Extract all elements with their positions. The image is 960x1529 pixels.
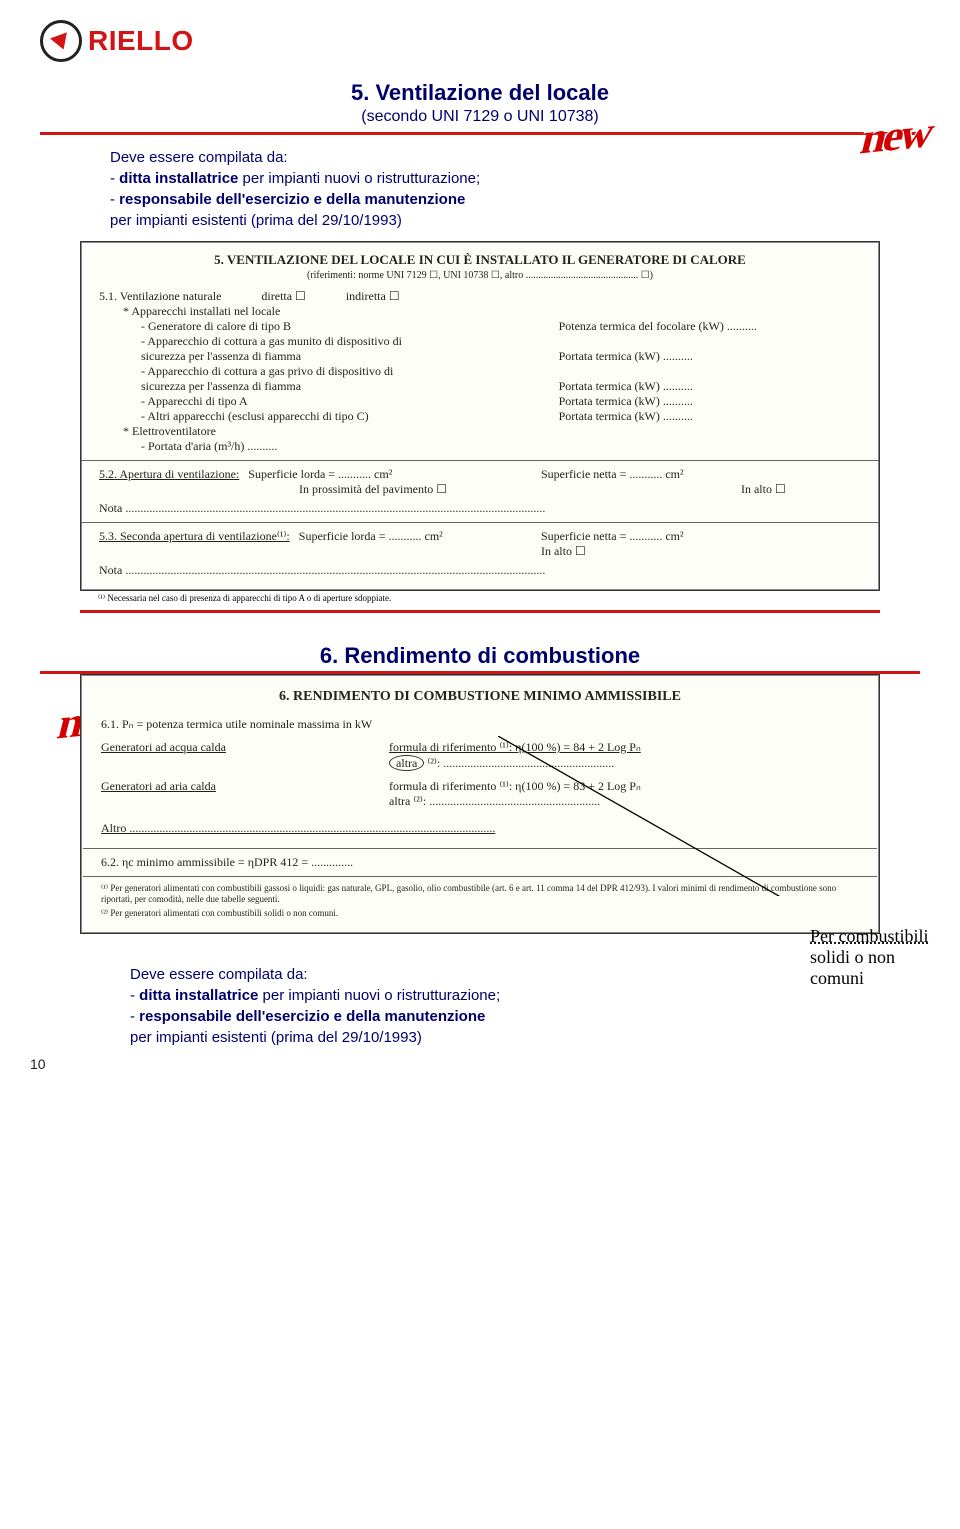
scan5-subref: (riferimenti: norme UNI 7129 ☐, UNI 1073…: [99, 270, 861, 281]
scan-section6-box: 6. RENDIMENTO DI COMBUSTIONE MINIMO AMMI…: [80, 674, 880, 934]
scan6-gen-acqua: Generatori ad acqua calda: [101, 740, 359, 771]
scan6-gen-aria: Generatori ad aria calda: [101, 779, 359, 809]
scan6-62: 6.2. ηc minimo ammissibile = ηDPR 412 = …: [101, 855, 859, 870]
scan5-52-l1: Superficie lorda = ........... cm²: [248, 467, 392, 481]
scan5-item-b2: sicurezza per l'assenza di fiamma: [141, 349, 559, 364]
scan5-item-e-r: Portata termica (kW) ..........: [559, 409, 861, 424]
scan5-51-label: 5.1. Ventilazione naturale: [99, 289, 221, 304]
logo-mark: [40, 20, 82, 62]
scan6-gen-acqua-f1: formula di riferimento ⁽¹⁾: η(100 %) = 8…: [389, 740, 859, 755]
section5-intro: Deve essere compilata da: - ditta instal…: [110, 147, 920, 231]
scan6-foot2: ⁽²⁾ Per generatori alimentati con combus…: [101, 908, 859, 919]
scan6-gen-acqua-f2-circled: altra: [389, 755, 424, 771]
scan5-53-label: 5.3. Seconda apertura di ventilazione⁽¹⁾…: [99, 529, 290, 543]
intro-bullet1: - ditta installatrice per impianti nuovi…: [130, 985, 920, 1006]
scan5-53-l1: Superficie lorda = ........... cm²: [299, 529, 443, 543]
scan5-item-b-r: Portata termica (kW) ..........: [559, 349, 861, 364]
scan6-61: 6.1. Pₙ = potenza termica utile nominale…: [101, 717, 859, 732]
scan6-gen-aria-f2: altra ⁽²⁾: .............................…: [389, 794, 859, 809]
scan5-title: 5. VENTILAZIONE DEL LOCALE IN CUI È INST…: [99, 252, 861, 268]
scan5-51-diretta: diretta ☐: [261, 289, 305, 304]
scan5-item-d-r: Portata termica (kW) ..........: [559, 394, 861, 409]
section5-title: 5. Ventilazione del locale: [40, 80, 920, 106]
scan5-53-r2: In alto ☐: [541, 544, 861, 559]
scan5-51-star: * Apparecchi installati nel locale: [123, 304, 861, 319]
intro-bullet3: per impianti esistenti (prima del 29/10/…: [110, 210, 920, 231]
section6-intro: Deve essere compilata da: - ditta instal…: [130, 964, 920, 1048]
brand-logo: RIELLO: [40, 20, 920, 62]
margin-note-l3: comuni: [810, 968, 960, 989]
scan6-altro: Altro ..................................…: [101, 821, 859, 836]
scan5-item-a-r: Potenza termica del focolare (kW) ......…: [559, 319, 861, 334]
scan5-52-l2: In prossimità del pavimento ☐: [99, 482, 741, 497]
scan5-52-label: 5.2. Apertura di ventilazione:: [99, 467, 239, 481]
divider-line: [80, 610, 880, 613]
scan5-item-c2: sicurezza per l'assenza di fiamma: [141, 379, 559, 394]
intro-bullet2: - responsabile dell'esercizio e della ma…: [110, 189, 920, 210]
margin-note-l1: Per combustibili: [810, 926, 960, 947]
scan5-ev: * Elettroventilatore: [123, 424, 861, 439]
scan5-53-nota: Nota ...................................…: [99, 563, 861, 578]
scan6-gen-aria-f1: formula di riferimento ⁽¹⁾: η(100 %) = 8…: [389, 779, 859, 794]
scan5-52-r1: Superficie netta = ........... cm²: [541, 467, 861, 482]
section5-subtitle: (secondo UNI 7129 o UNI 10738): [40, 108, 920, 126]
scan6-foot1: ⁽¹⁾ Per generatori alimentati con combus…: [101, 883, 859, 904]
scan6-gen-acqua-f2-rest: ⁽²⁾: ...................................…: [427, 756, 614, 770]
scan5-52-nota: Nota ...................................…: [99, 501, 861, 516]
intro-bullet1: - ditta installatrice per impianti nuovi…: [110, 168, 920, 189]
scan5-item-d: - Apparecchi di tipo A: [141, 394, 559, 409]
scan5-ev2: - Portata d'aria (m³/h) ..........: [141, 439, 861, 454]
scan5-item-b: - Apparecchio di cottura a gas munito di…: [141, 334, 559, 349]
section6-title: 6. Rendimento di combustione: [40, 643, 920, 669]
scan5-51-indiretta: indiretta ☐: [346, 289, 400, 304]
scan5-item-c: - Apparecchio di cottura a gas privo di …: [141, 364, 559, 379]
margin-note-l2: solidi o non: [810, 947, 960, 968]
scan5-footnote: ⁽¹⁾ Necessaria nel caso di presenza di a…: [98, 593, 880, 604]
scan-section5-box: 5. VENTILAZIONE DEL LOCALE IN CUI È INST…: [80, 241, 880, 591]
scan5-item-c-r: Portata termica (kW) ..........: [559, 379, 861, 394]
margin-note: Per combustibili solidi o non comuni: [810, 926, 960, 989]
intro-line: Deve essere compilata da:: [110, 147, 920, 168]
scan5-item-a: - Generatore di calore di tipo B: [141, 319, 559, 334]
divider-line: [40, 132, 920, 135]
scan6-title: 6. RENDIMENTO DI COMBUSTIONE MINIMO AMMI…: [101, 689, 859, 705]
brand-name: RIELLO: [88, 25, 194, 57]
intro-bullet3: per impianti esistenti (prima del 29/10/…: [130, 1027, 920, 1048]
page-number: 10: [30, 1056, 46, 1072]
scan5-53-r1: Superficie netta = ........... cm²: [541, 529, 861, 544]
scan5-item-e: - Altri apparecchi (esclusi apparecchi d…: [141, 409, 559, 424]
scan5-52-r2: In alto ☐: [741, 482, 960, 497]
intro-bullet2: - responsabile dell'esercizio e della ma…: [130, 1006, 920, 1027]
intro-line: Deve essere compilata da:: [130, 964, 920, 985]
